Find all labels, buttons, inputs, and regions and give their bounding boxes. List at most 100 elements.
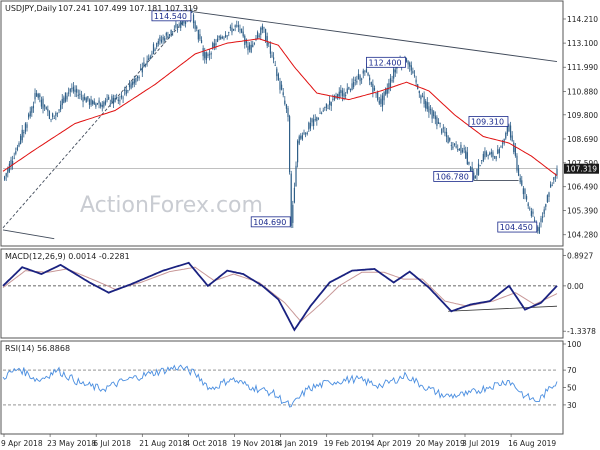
macd-line xyxy=(2,261,558,332)
candle-body xyxy=(370,82,372,85)
candle-body xyxy=(47,109,49,112)
macd-title: MACD(12,26,9) 0.0014 -0.2281 xyxy=(5,252,130,261)
candle-body xyxy=(202,48,204,57)
candle-body xyxy=(359,75,361,82)
candle-body xyxy=(80,95,83,97)
candle-body xyxy=(373,87,376,91)
candle-body xyxy=(415,79,417,83)
annotation-label: 109.310 xyxy=(471,117,504,126)
candle-body xyxy=(546,195,548,203)
candle-body xyxy=(63,97,65,103)
candle-body xyxy=(232,29,235,31)
macd-tick-label: 0.00 xyxy=(567,282,584,291)
date-tick-label: 4 Oct 2018 xyxy=(185,439,227,448)
rsi-line xyxy=(2,364,558,408)
candle-body xyxy=(540,218,542,223)
candle-body xyxy=(261,25,263,30)
annotation-label: 114.540 xyxy=(154,12,187,21)
candle-body xyxy=(321,112,323,114)
candle-body xyxy=(207,54,209,56)
candle-body xyxy=(525,196,528,200)
candle-body xyxy=(221,36,223,39)
date-tick-label: 23 May 2018 xyxy=(47,439,96,448)
candle-body xyxy=(506,125,508,134)
candle-body xyxy=(135,77,137,83)
candle-body xyxy=(409,62,411,67)
candle-body xyxy=(95,103,97,107)
candle-body xyxy=(351,83,353,91)
rsi-layer xyxy=(2,364,558,408)
candle-body xyxy=(553,177,555,180)
candle-body xyxy=(40,99,43,107)
candle-body xyxy=(327,108,329,110)
annotation-box xyxy=(250,216,291,228)
candle-body xyxy=(469,167,472,174)
candle-body xyxy=(146,60,148,64)
candle-body xyxy=(74,89,76,93)
candle-body xyxy=(196,26,198,29)
candle-body xyxy=(271,55,273,57)
candle-body xyxy=(461,150,464,152)
candle-body xyxy=(287,108,289,117)
candle-body xyxy=(48,111,51,119)
last-price-label: 107.319 xyxy=(566,165,597,174)
candle-body xyxy=(361,78,363,80)
candle-body xyxy=(378,100,380,104)
candle-body xyxy=(325,103,328,108)
date-tick-label: 19 Nov 2018 xyxy=(232,439,280,448)
candle-body xyxy=(386,88,388,94)
candle-body xyxy=(160,39,163,43)
candle-body xyxy=(479,165,481,167)
candle-body xyxy=(20,135,22,145)
candle-body xyxy=(413,75,416,77)
annotation-box xyxy=(151,10,192,22)
candle-body xyxy=(72,86,75,92)
candle-body xyxy=(426,102,428,110)
candle-body xyxy=(354,79,356,81)
price-tick-label: 105.390 xyxy=(567,207,598,216)
candle-body xyxy=(337,93,339,99)
candle-body xyxy=(487,154,489,156)
candle-body xyxy=(301,135,304,140)
candle-body xyxy=(56,112,59,114)
annotation-box xyxy=(497,221,538,233)
candle-body xyxy=(530,210,532,216)
candle-body xyxy=(330,102,332,106)
candle-body xyxy=(405,58,408,62)
candle-body xyxy=(167,35,169,39)
candle-body xyxy=(266,36,268,46)
candle-body xyxy=(357,73,360,80)
candle-body xyxy=(433,111,435,117)
candle-body xyxy=(308,122,310,130)
candle-body xyxy=(466,152,468,165)
candle-body xyxy=(410,65,412,71)
candle-body xyxy=(159,36,161,41)
candle-body xyxy=(16,147,19,150)
candle-body xyxy=(388,83,390,91)
candle-body xyxy=(434,115,436,120)
date-tick-label: 9 Apr 2018 xyxy=(1,439,43,448)
candle-body xyxy=(164,38,166,41)
candle-body xyxy=(290,173,292,226)
candle-body xyxy=(372,83,374,93)
candle-body xyxy=(136,75,139,78)
candle-body xyxy=(511,135,513,142)
candle-body xyxy=(61,99,63,106)
rsi-tick-label: 70 xyxy=(567,366,577,375)
candle-body xyxy=(37,94,39,98)
candle-body xyxy=(144,63,147,65)
candle-body xyxy=(192,14,195,24)
candle-body xyxy=(348,87,350,89)
candle-body xyxy=(197,29,199,40)
candle-body xyxy=(218,35,220,38)
candle-body xyxy=(210,53,212,55)
candle-body xyxy=(248,44,251,50)
candle-body xyxy=(309,122,312,129)
candle-body xyxy=(527,203,529,207)
candle-body xyxy=(381,95,384,107)
candle-body xyxy=(383,91,385,101)
candle-body xyxy=(285,104,288,109)
candle-body xyxy=(32,105,35,109)
candle-body xyxy=(100,103,102,107)
candle-body xyxy=(458,149,460,151)
